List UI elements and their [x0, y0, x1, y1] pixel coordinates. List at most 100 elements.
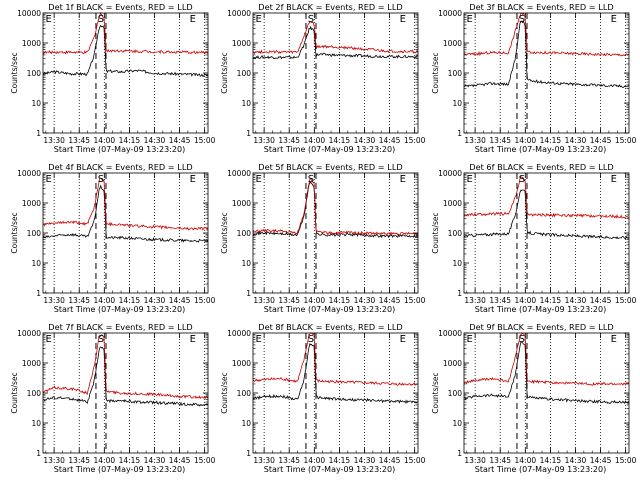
- y-tick-label: 10000: [227, 9, 251, 18]
- y-axis-label: Counts/sec: [431, 212, 440, 253]
- y-tick-label: 1000: [22, 39, 41, 48]
- lld-series-line: [252, 332, 418, 386]
- y-tick-label: 10: [31, 419, 41, 428]
- y-tick-label: 10: [31, 259, 41, 268]
- x-tick-label: 15:00: [194, 296, 216, 305]
- flag-marker: E: [467, 14, 473, 25]
- chart-panel-9: Det 9f BLACK = Events, RED = LLD E S E 1 10 10…: [431, 322, 637, 474]
- flag-marker: E: [46, 174, 52, 185]
- y-tick-label: 10: [241, 99, 251, 108]
- chart-panel-6: Det 6f BLACK = Events, RED = LLD E S E 1 10 10…: [431, 162, 637, 314]
- flag-marker: E: [611, 174, 617, 185]
- flag-marker: S: [308, 14, 314, 25]
- events-series-line: [42, 346, 209, 407]
- y-tick-label: 1000: [22, 359, 41, 368]
- y-tick-label: 10: [452, 99, 462, 108]
- flag-marker: E: [467, 174, 473, 185]
- x-tick-label: 14:00: [304, 136, 326, 145]
- x-tick-label: 13:30: [253, 136, 275, 145]
- y-tick-label: 10000: [17, 169, 41, 178]
- y-tick-label: 1000: [443, 39, 462, 48]
- plot-frame: [252, 12, 419, 134]
- chart-panel-4: Det 4f BLACK = Events, RED = LLD E S E 1 10 10…: [10, 162, 216, 314]
- y-tick-label: 1000: [232, 199, 251, 208]
- x-tick-label: 13:45: [68, 136, 90, 145]
- x-axis-label: Start Time (07-May-09 13:23:20): [475, 465, 606, 474]
- x-tick-label: 13:30: [464, 296, 486, 305]
- x-tick-label: 13:30: [43, 456, 65, 465]
- x-axis-label: Start Time (07-May-09 13:23:20): [475, 145, 606, 154]
- x-tick-label: 15:00: [404, 136, 426, 145]
- y-tick-label: 10: [452, 259, 462, 268]
- y-axis-label: Counts/sec: [220, 52, 229, 93]
- x-tick-label: 13:30: [43, 296, 65, 305]
- chart-panel-5: Det 5f BLACK = Events, RED = LLD E S E 1 10 10…: [220, 162, 426, 314]
- x-tick-label: 13:30: [464, 136, 486, 145]
- x-tick-label: 14:45: [379, 456, 401, 465]
- y-axis-label: Counts/sec: [431, 372, 440, 413]
- y-tick-label: 1: [36, 289, 41, 298]
- y-tick-label: 1: [457, 449, 462, 458]
- x-tick-label: 14:00: [94, 296, 116, 305]
- x-tick-label: 15:00: [615, 456, 637, 465]
- flag-marker: E: [611, 334, 617, 345]
- y-axis-label: Counts/sec: [10, 212, 19, 253]
- y-tick-label: 10000: [438, 329, 462, 338]
- chart-panel-7: Det 7f BLACK = Events, RED = LLD E S E 1 10 10…: [10, 322, 216, 474]
- x-tick-label: 15:00: [615, 296, 637, 305]
- y-axis-label: Counts/sec: [431, 52, 440, 93]
- x-axis-label: Start Time (07-May-09 13:23:20): [54, 305, 185, 314]
- flag-marker: S: [519, 174, 525, 185]
- flag-marker: E: [46, 334, 52, 345]
- panel-title: Det 9f BLACK = Events, RED = LLD: [469, 322, 613, 332]
- lld-series-line: [253, 21, 419, 55]
- flag-marker: S: [98, 174, 104, 185]
- x-tick-label: 13:45: [68, 296, 90, 305]
- y-tick-label: 100: [448, 229, 463, 238]
- y-tick-label: 1: [36, 129, 41, 138]
- flag-marker: E: [400, 334, 406, 345]
- y-tick-label: 100: [27, 69, 42, 78]
- y-tick-label: 1: [246, 129, 251, 138]
- panel-title: Det 7f BLACK = Events, RED = LLD: [48, 322, 192, 332]
- y-tick-label: 100: [27, 229, 42, 238]
- x-tick-label: 14:15: [540, 456, 562, 465]
- flag-marker: E: [190, 14, 196, 25]
- x-tick-label: 14:15: [119, 456, 141, 465]
- plot-frame: [42, 172, 209, 294]
- flag-marker: E: [256, 334, 262, 345]
- x-axis-label: Start Time (07-May-09 13:23:20): [264, 305, 395, 314]
- x-tick-label: 14:00: [94, 136, 116, 145]
- x-tick-label: 14:30: [354, 456, 376, 465]
- x-tick-label: 14:45: [169, 296, 191, 305]
- lld-series-line: [463, 332, 629, 386]
- y-tick-label: 1: [36, 449, 41, 458]
- y-tick-label: 100: [448, 69, 463, 78]
- flag-marker: E: [467, 334, 473, 345]
- x-tick-label: 15:00: [615, 136, 637, 145]
- y-tick-label: 10000: [17, 329, 41, 338]
- x-tick-label: 15:00: [194, 456, 216, 465]
- chart-panel-3: Det 3f BLACK = Events, RED = LLD E S E 1 10 10…: [431, 2, 637, 154]
- panel-title: Det 4f BLACK = Events, RED = LLD: [48, 162, 192, 172]
- x-tick-label: 14:30: [144, 296, 166, 305]
- x-tick-label: 14:45: [379, 136, 401, 145]
- x-tick-label: 14:00: [304, 296, 326, 305]
- chart-panel-1: Det 1f BLACK = Events, RED = LLD E S E 1 10 10…: [10, 2, 216, 154]
- y-tick-label: 10000: [227, 169, 251, 178]
- x-tick-label: 14:15: [119, 136, 141, 145]
- x-tick-label: 13:45: [489, 296, 511, 305]
- x-tick-label: 14:45: [590, 136, 612, 145]
- x-axis-label: Start Time (07-May-09 13:23:20): [54, 145, 185, 154]
- events-series-line: [463, 189, 629, 240]
- x-tick-label: 14:30: [565, 296, 587, 305]
- x-tick-label: 14:45: [169, 136, 191, 145]
- x-tick-label: 13:30: [43, 136, 65, 145]
- y-tick-label: 1: [246, 289, 251, 298]
- x-tick-label: 15:00: [194, 136, 216, 145]
- x-axis-label: Start Time (07-May-09 13:23:20): [475, 305, 606, 314]
- flag-marker: E: [256, 14, 262, 25]
- x-tick-label: 14:45: [590, 456, 612, 465]
- y-tick-label: 100: [448, 389, 463, 398]
- flag-marker: E: [611, 14, 617, 25]
